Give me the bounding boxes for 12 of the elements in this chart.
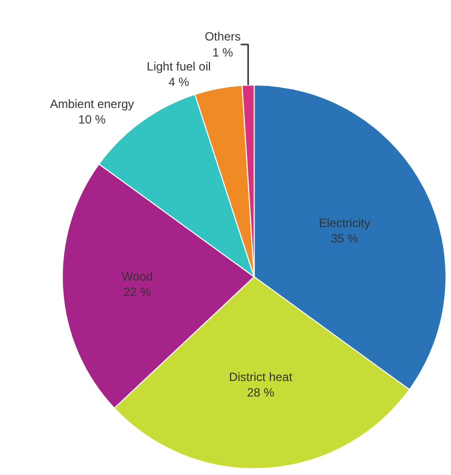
- slice-label: Light fuel oil: [146, 59, 211, 74]
- slice-label: Wood: [122, 269, 153, 284]
- slice-label: District heat: [228, 370, 293, 384]
- slice-label: Electricity: [318, 216, 370, 230]
- data-label: 35 %: [330, 232, 359, 246]
- data-label: 4 %: [168, 74, 190, 89]
- slice-label: Ambient energy: [50, 97, 134, 112]
- slice-label: Others: [204, 30, 241, 44]
- data-label: 22 %: [124, 284, 152, 299]
- data-label: 28 %: [246, 386, 275, 400]
- data-label: 10 %: [78, 112, 106, 127]
- data-label: 1 %: [212, 45, 234, 60]
